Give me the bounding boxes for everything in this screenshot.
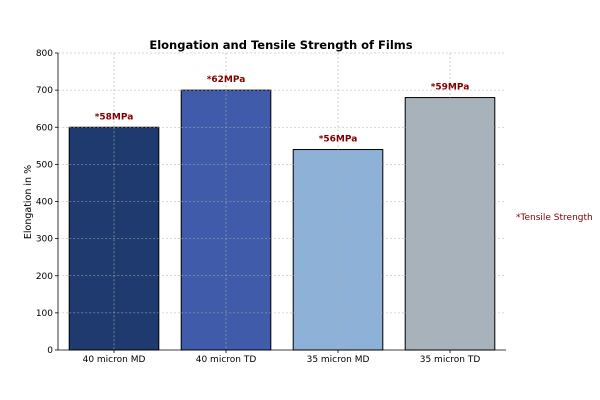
y-tick-label-5: 500 bbox=[36, 160, 53, 170]
y-tick-label-6: 600 bbox=[36, 123, 53, 133]
bar-annotation-0: *58MPa bbox=[95, 112, 134, 122]
y-tick-label-0: 0 bbox=[47, 346, 53, 356]
bar-annotation-1: *62MPa bbox=[207, 75, 246, 85]
y-tick-label-3: 300 bbox=[36, 235, 53, 245]
axes-layer bbox=[55, 52, 506, 353]
y-tick-label-7: 700 bbox=[36, 86, 53, 96]
labels-layer: 0 100 200 300 400 500 600 700 800 40 micron MD 40 … bbox=[36, 49, 481, 365]
y-tick-label-8: 800 bbox=[36, 49, 53, 59]
bar-annotation-2: *56MPa bbox=[319, 135, 358, 145]
y-tick-label-2: 200 bbox=[36, 272, 53, 282]
chart-title: Elongation and Tensile Strength of Films bbox=[149, 38, 412, 52]
x-tick-label-1: 40 micron TD bbox=[196, 355, 257, 365]
bars-layer bbox=[68, 89, 496, 351]
tensile-strength-note: *Tensile Strength bbox=[516, 213, 593, 223]
bar-3 bbox=[404, 97, 496, 351]
y-tick-label-4: 400 bbox=[36, 198, 53, 208]
bar-annotation-3: *59MPa bbox=[431, 83, 470, 93]
x-tick-label-0: 40 micron MD bbox=[83, 355, 146, 365]
x-tick-label-3: 35 micron TD bbox=[420, 355, 481, 365]
y-axis-label: Elongation in % bbox=[23, 165, 34, 239]
y-tick-label-1: 100 bbox=[36, 309, 53, 319]
x-tick-label-2: 35 micron MD bbox=[307, 355, 370, 365]
